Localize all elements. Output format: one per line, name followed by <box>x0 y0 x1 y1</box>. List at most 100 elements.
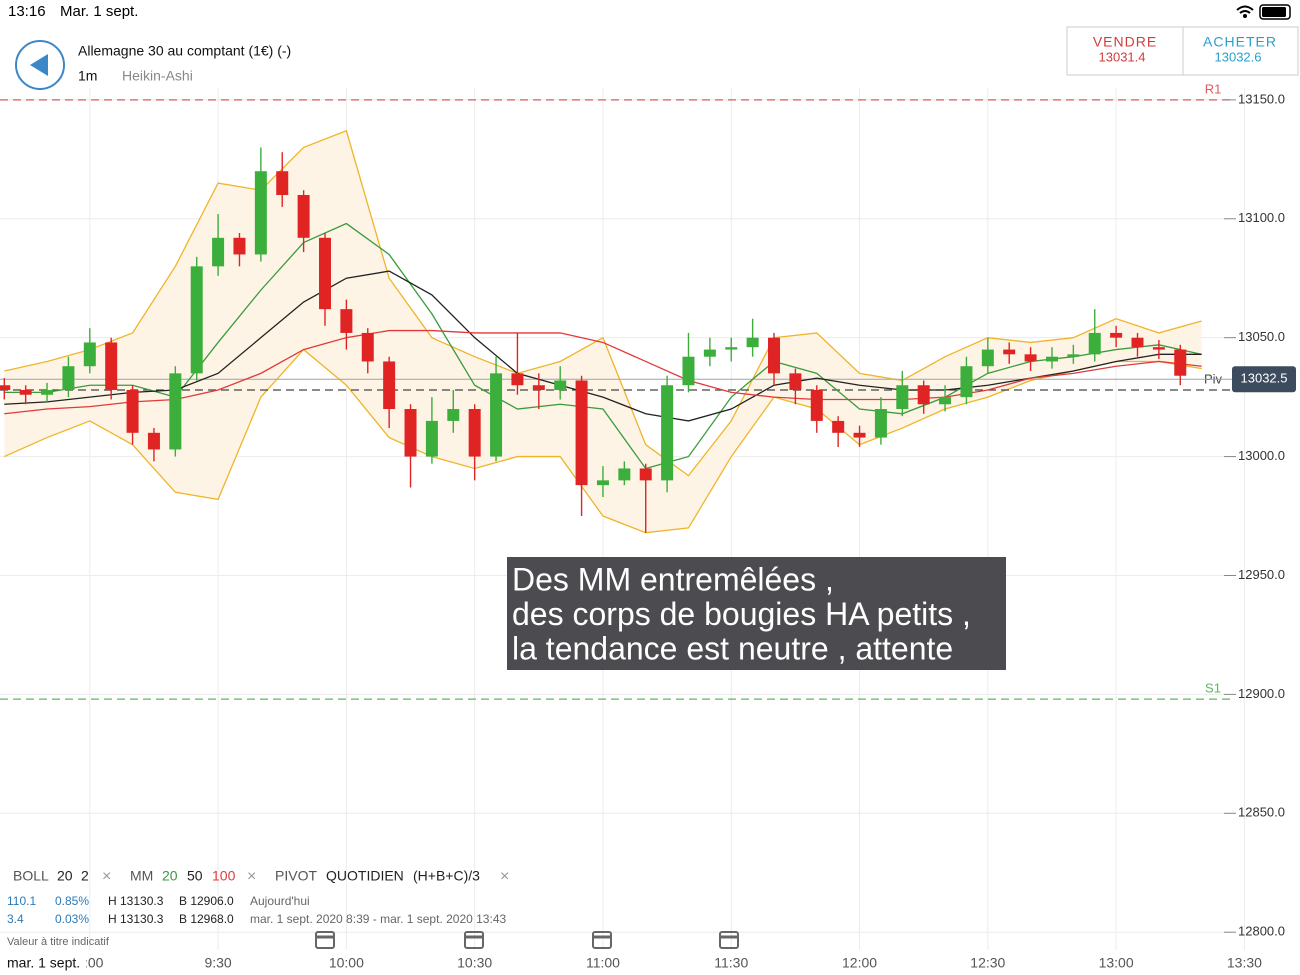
candle-body <box>1131 337 1144 348</box>
candle-body <box>383 361 396 410</box>
legend-mm-period: 100 <box>212 868 236 884</box>
legend-boll-dev: 2 <box>81 868 89 884</box>
x-tick-label: 12:30 <box>970 955 1005 971</box>
legend-pivot-period: QUOTIDIEN <box>326 868 404 884</box>
candle-body <box>746 337 759 348</box>
candle-body <box>147 432 160 450</box>
candle-body <box>361 332 374 362</box>
stat-change-pct: 0.03% <box>55 912 89 926</box>
candle-body <box>981 349 994 367</box>
y-tick-label: 13050.0 <box>1238 329 1285 344</box>
wifi-dot <box>1243 14 1247 18</box>
y-tick-label: 13000.0 <box>1238 448 1285 463</box>
bollinger-lower <box>4 348 1202 534</box>
x-tick-label: 10:30 <box>457 955 492 971</box>
battery-level <box>1262 7 1286 17</box>
candle-body <box>490 373 503 457</box>
x-tick-label: 10:00 <box>329 955 364 971</box>
candle-body <box>447 409 460 421</box>
bollinger-upper <box>4 129 1202 477</box>
instrument-interval: 1m <box>78 68 97 84</box>
candle-body <box>297 195 310 238</box>
candle-body <box>1045 356 1058 362</box>
footer-date: mar. 1 sept. <box>7 955 80 971</box>
legend-mm: MM <box>130 868 153 884</box>
legend-boll-period: 20 <box>57 868 73 884</box>
buy-price: 13032.6 <box>1215 49 1262 64</box>
status-date: Mar. 1 sept. <box>60 3 138 20</box>
x-tick-label: 13:00 <box>1099 955 1134 971</box>
y-tick-label: 13150.0 <box>1238 91 1285 106</box>
stat-low: B 12906.0 <box>179 894 234 908</box>
legend-pivot-formula: (H+B+C)/3 <box>413 868 480 884</box>
candle-body <box>639 468 652 481</box>
candle-body <box>19 390 32 395</box>
legend-mm-period: 20 <box>162 868 178 884</box>
current-price-label: 13032.5 <box>1241 371 1288 386</box>
candle-body <box>768 337 781 374</box>
candle-body <box>0 385 11 390</box>
candle-body <box>554 380 567 390</box>
stat-high: H 13130.3 <box>108 912 164 926</box>
candle-body <box>939 397 952 405</box>
legend-mm-period: 50 <box>187 868 203 884</box>
x-tick-label: 11:30 <box>714 955 748 971</box>
remove-indicator[interactable]: × <box>247 868 256 885</box>
calendar-icon <box>315 931 335 949</box>
candle-body <box>105 342 118 390</box>
remove-indicator[interactable]: × <box>500 868 509 885</box>
candle-body <box>917 385 930 405</box>
x-tick-label: 12:00 <box>842 955 877 971</box>
candle-body <box>703 349 716 357</box>
candle-body <box>532 385 545 390</box>
candle-body <box>41 390 54 395</box>
stat-change-pct: 0.85% <box>55 894 89 908</box>
instrument-style: Heikin-Ashi <box>122 68 193 84</box>
stat-change: 110.1 <box>7 894 36 908</box>
candle-body <box>83 342 96 367</box>
x-tick-label: 13:30 <box>1227 955 1262 971</box>
calendar-icon <box>719 931 739 949</box>
annotation-text: Des MM entremêlées , <box>512 561 834 597</box>
candle-body <box>1174 349 1187 376</box>
moving-average <box>4 270 1202 422</box>
candle-body <box>1067 354 1080 357</box>
candle-body <box>212 237 225 267</box>
candle-body <box>126 390 139 433</box>
candle-body <box>874 409 887 438</box>
candle-body <box>425 420 438 457</box>
moving-average <box>4 222 1202 470</box>
candle-body <box>319 237 331 310</box>
buy-label: ACHETER <box>1203 34 1277 50</box>
legend-boll: BOLL <box>13 868 49 884</box>
sell-button[interactable] <box>1066 26 1184 76</box>
remove-indicator[interactable]: × <box>102 868 111 885</box>
buy-button[interactable] <box>1182 26 1299 76</box>
sell-label: VENDRE <box>1093 34 1157 50</box>
candle-body <box>62 366 75 390</box>
annotation-text: des corps de bougies HA petits , <box>512 596 971 632</box>
candle-body <box>575 380 588 486</box>
calendar-icon <box>464 931 484 949</box>
y-tick-label: 13100.0 <box>1238 210 1285 225</box>
pivot-label: R1 <box>1205 81 1222 96</box>
legend-pivot: PIVOT <box>275 868 317 884</box>
annotation-box <box>507 557 1006 670</box>
sell-price: 13031.4 <box>1099 49 1146 64</box>
candle-body <box>960 366 973 398</box>
candle-body <box>810 390 823 421</box>
candle-body <box>1152 347 1165 350</box>
candle-body <box>233 237 246 255</box>
battery-icon <box>1259 4 1291 20</box>
annotation-text: la tendance est neutre , attente <box>512 630 953 666</box>
stat-period: Aujourd'hui <box>250 894 310 908</box>
stat-change: 3.4 <box>7 912 24 926</box>
candle-body <box>169 373 182 450</box>
stat-period: mar. 1 sept. 2020 8:39 - mar. 1 sept. 20… <box>250 912 506 926</box>
y-tick-label: 12950.0 <box>1238 567 1285 582</box>
candle-body <box>896 385 909 410</box>
y-tick-label: 12800.0 <box>1238 924 1285 939</box>
disclaimer: Valeur à titre indicatif <box>7 936 110 948</box>
